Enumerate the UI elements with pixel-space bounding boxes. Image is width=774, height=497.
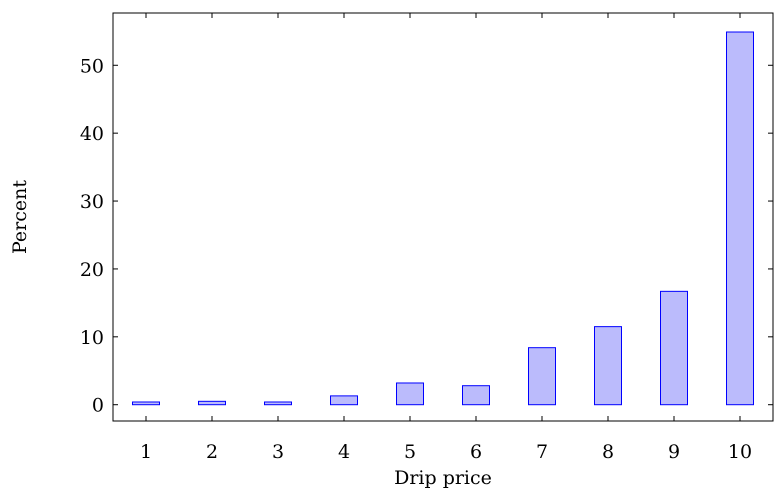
x-tick-label: 7 bbox=[536, 441, 548, 463]
bar bbox=[330, 395, 358, 406]
bar bbox=[726, 31, 754, 406]
bars bbox=[132, 31, 754, 406]
x-tick-label: 3 bbox=[272, 441, 284, 463]
x-tick-label: 4 bbox=[338, 441, 350, 463]
x-tick-label: 1 bbox=[140, 441, 152, 463]
bar bbox=[660, 290, 688, 406]
y-tick-label: 20 bbox=[80, 259, 104, 281]
x-tick-label: 8 bbox=[602, 441, 614, 463]
x-tick-label: 5 bbox=[404, 441, 416, 463]
y-tick-label: 0 bbox=[92, 395, 104, 417]
bar bbox=[264, 401, 292, 406]
x-tick-label: 10 bbox=[728, 441, 752, 463]
plot-frame bbox=[112, 12, 774, 422]
bar bbox=[462, 385, 490, 406]
x-tick-labels: 1 2 3 4 5 6 7 8 9 10 bbox=[140, 441, 752, 463]
bar bbox=[396, 382, 424, 406]
bar bbox=[198, 400, 226, 406]
bar bbox=[132, 401, 160, 406]
y-axis-label: Percent bbox=[9, 180, 31, 254]
x-tick-label: 9 bbox=[668, 441, 680, 463]
y-tick-label: 10 bbox=[80, 327, 104, 349]
bar bbox=[594, 326, 622, 406]
y-tick-label: 30 bbox=[80, 191, 104, 213]
x-tick-label: 6 bbox=[470, 441, 482, 463]
y-tick-label: 40 bbox=[80, 123, 104, 145]
y-tick-label: 50 bbox=[80, 55, 104, 77]
x-axis-label: Drip price bbox=[394, 467, 492, 489]
bar bbox=[528, 347, 556, 406]
y-tick-labels: 0 10 20 30 40 50 bbox=[80, 55, 104, 416]
tick-marks bbox=[113, 13, 773, 421]
x-tick-label: 2 bbox=[206, 441, 218, 463]
